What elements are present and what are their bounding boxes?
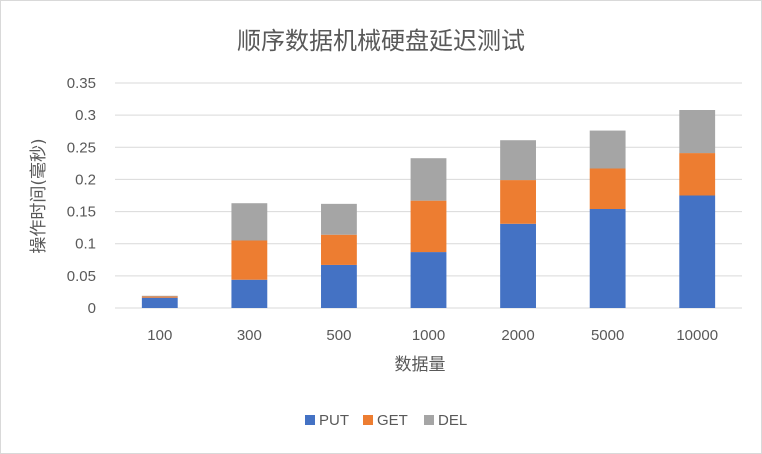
y-tick-label: 0 [88, 300, 96, 317]
x-tick-label: 500 [326, 327, 351, 344]
x-tick-label: 5000 [591, 327, 624, 344]
y-tick-label: 0.35 [67, 75, 96, 92]
y-tick-label: 0.05 [67, 268, 96, 285]
y-tick-label: 0.15 [67, 204, 96, 221]
x-tick-labels: 100 300 500 1000 2000 5000 10000 [147, 327, 718, 344]
bar-get-2000 [500, 180, 536, 224]
y-tick-labels: 0 0.05 0.1 0.15 0.2 0.25 0.3 0.35 [67, 75, 96, 317]
bar-get-500 [321, 234, 357, 265]
y-tick-label: 0.1 [75, 236, 96, 253]
bar-put-5000 [589, 209, 626, 308]
bar-put-10000 [679, 195, 716, 308]
x-tick-label: 300 [237, 327, 262, 344]
legend-swatch-put [305, 415, 315, 425]
x-tick-label: 100 [147, 327, 172, 344]
bar-get-1000 [410, 200, 447, 253]
bar-get-5000 [589, 168, 626, 209]
legend: PUT GET DEL [305, 412, 467, 429]
y-axis-label: 操作时间(毫秒) [29, 138, 49, 253]
y-tick-label: 0.25 [67, 139, 96, 156]
legend-label-get: GET [377, 412, 408, 429]
x-tick-label: 1000 [412, 327, 445, 344]
x-tick-label: 2000 [501, 327, 534, 344]
x-tick-label: 10000 [676, 327, 718, 344]
legend-swatch-del [424, 415, 434, 425]
bar-get-300 [231, 240, 268, 280]
bar-del-500 [321, 203, 357, 235]
legend-label-del: DEL [438, 412, 467, 429]
chart-title: 顺序数据机械硬盘延迟测试 [237, 27, 525, 55]
bar-del-300 [231, 203, 268, 241]
legend-swatch-get [363, 415, 373, 425]
bar-del-10000 [679, 110, 716, 154]
bar-del-100 [141, 295, 178, 297]
bar-put-100 [141, 297, 178, 308]
y-tick-label: 0.2 [75, 171, 96, 188]
bar-get-100 [141, 296, 178, 298]
bar-get-10000 [679, 153, 716, 196]
y-tick-label: 0.3 [75, 107, 96, 124]
bar-put-500 [321, 264, 357, 308]
bar-del-5000 [589, 130, 626, 169]
bars [141, 110, 716, 308]
bar-put-2000 [500, 223, 536, 308]
bar-put-300 [231, 279, 268, 308]
legend-label-put: PUT [319, 412, 349, 429]
bar-put-1000 [410, 252, 447, 308]
x-axis-label: 数据量 [395, 355, 446, 375]
bar-del-2000 [500, 140, 536, 181]
bar-del-1000 [410, 158, 447, 201]
